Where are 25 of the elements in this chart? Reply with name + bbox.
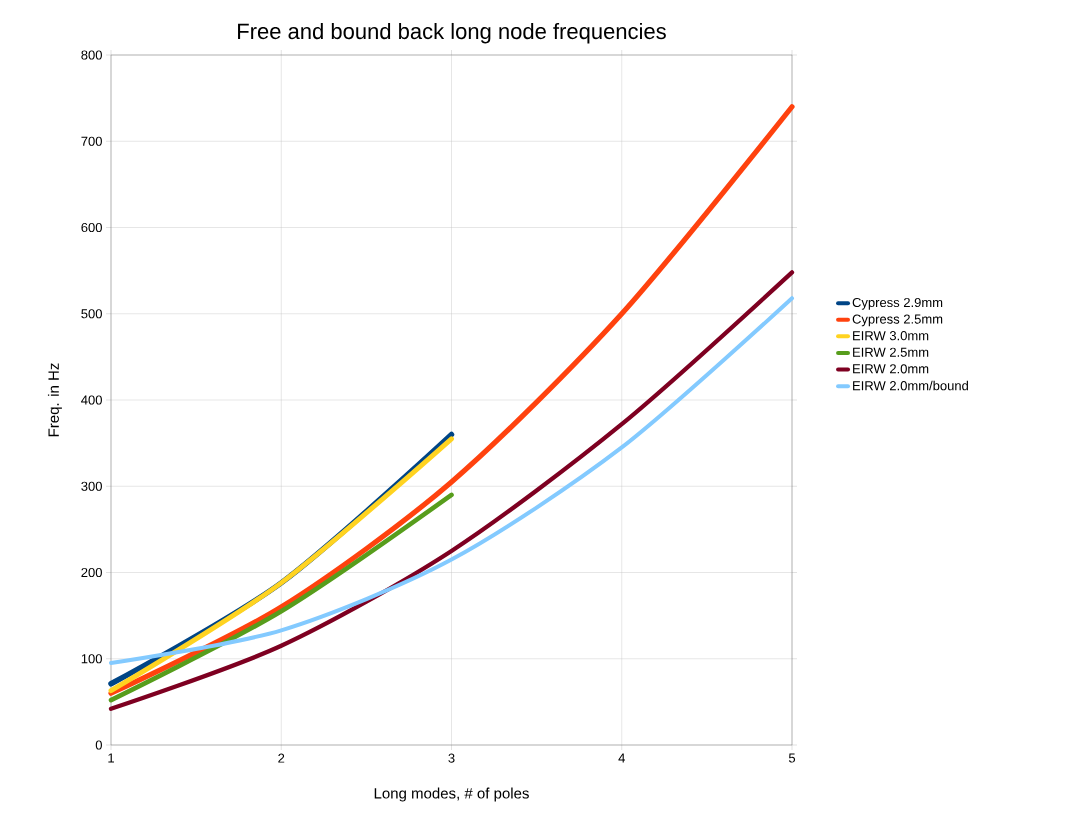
y-tick-label: 700 [81,136,102,146]
legend-label: EIRW 2.0mm [853,364,929,374]
x-tick-label: 3 [448,753,455,763]
line-series [108,270,795,711]
chart-title: Free and bound back long node frequencies [238,22,666,44]
x-axis-title: Long modes, # of poles [374,787,529,802]
y-tick-label: 200 [81,567,102,578]
legend-label: Cypress 2.9mm [852,297,943,310]
legend-label: EIRW 2.0mm/bound [853,380,968,391]
y-tick-label: 100 [81,654,102,664]
y-tick-label: 600 [81,222,102,233]
legend-label: EIRW 2.5mm [853,347,929,357]
x-tick-label: 5 [788,753,796,763]
line-series [109,296,795,666]
y-axis-title: Freq. in Hz [47,363,62,437]
y-tick-label: 300 [81,481,102,491]
x-tick-label: 4 [618,753,625,763]
legend-label: Cypress 2.5mm [852,314,943,327]
x-tick-label: 1 [108,753,114,763]
y-tick-label: 400 [81,395,102,405]
y-tick-label: 800 [81,50,102,60]
legend-label: EIRW 3.0mm [853,331,929,341]
y-tick-label: 500 [81,309,102,319]
y-tick-label: 0 [95,740,102,750]
x-tick-label: 2 [278,753,285,763]
